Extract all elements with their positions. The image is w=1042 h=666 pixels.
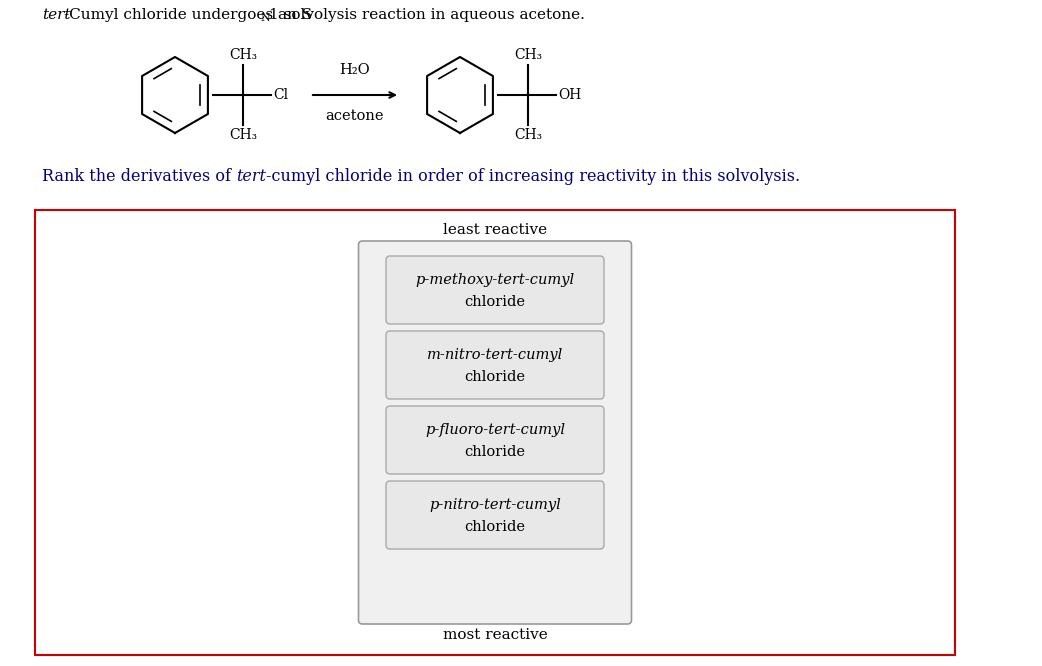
FancyBboxPatch shape <box>386 481 604 549</box>
Text: chloride: chloride <box>465 370 525 384</box>
Text: p-fluoro-tert-cumyl: p-fluoro-tert-cumyl <box>425 423 565 437</box>
Text: CH₃: CH₃ <box>229 48 257 62</box>
FancyBboxPatch shape <box>35 210 956 655</box>
Text: chloride: chloride <box>465 295 525 309</box>
Text: H₂O: H₂O <box>340 63 370 77</box>
Text: least reactive: least reactive <box>443 223 547 237</box>
Text: tert: tert <box>42 8 71 22</box>
Text: CH₃: CH₃ <box>229 128 257 142</box>
FancyBboxPatch shape <box>358 241 631 624</box>
Text: -Cumyl chloride undergoes an S: -Cumyl chloride undergoes an S <box>64 8 313 22</box>
Text: CH₃: CH₃ <box>514 48 542 62</box>
Text: most reactive: most reactive <box>443 628 547 642</box>
Text: 1 solvolysis reaction in aqueous acetone.: 1 solvolysis reaction in aqueous acetone… <box>269 8 585 22</box>
Text: OH: OH <box>559 88 581 102</box>
FancyBboxPatch shape <box>386 331 604 399</box>
Text: p-nitro-tert-cumyl: p-nitro-tert-cumyl <box>429 498 561 512</box>
FancyBboxPatch shape <box>386 406 604 474</box>
Text: N: N <box>260 13 270 23</box>
Text: CH₃: CH₃ <box>514 128 542 142</box>
Text: chloride: chloride <box>465 520 525 534</box>
Text: Cl: Cl <box>273 88 289 102</box>
Text: m-nitro-tert-cumyl: m-nitro-tert-cumyl <box>427 348 563 362</box>
Text: chloride: chloride <box>465 445 525 459</box>
Text: -cumyl chloride in order of increasing reactivity in this solvolysis.: -cumyl chloride in order of increasing r… <box>266 168 800 185</box>
Text: tert: tert <box>237 168 266 185</box>
Text: Rank the derivatives of: Rank the derivatives of <box>42 168 237 185</box>
FancyBboxPatch shape <box>386 256 604 324</box>
Text: acetone: acetone <box>326 109 384 123</box>
Text: p-methoxy-tert-cumyl: p-methoxy-tert-cumyl <box>416 273 574 287</box>
